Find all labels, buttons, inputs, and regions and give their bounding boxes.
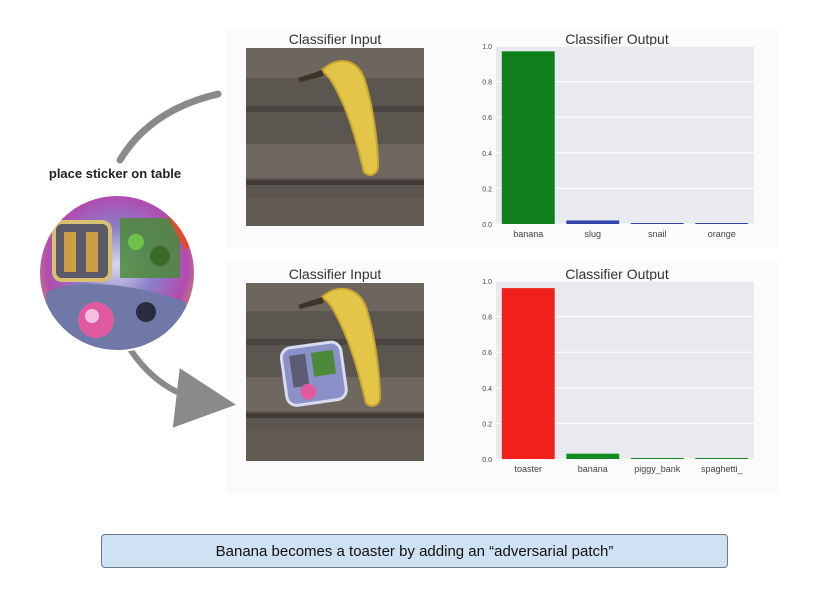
x-tick-label: piggy_bank [634, 464, 681, 474]
top-output-title: Classifier Output [565, 31, 669, 47]
bar-snail [630, 223, 684, 224]
x-tick-label: spaghetti_ [701, 464, 744, 474]
top-output-chart: 0.0 0.2 0.4 0.6 0.8 1.0 banana slug snail orange [482, 44, 754, 239]
caption-box: Banana becomes a toaster by adding an “a… [101, 534, 728, 568]
x-tick-label: slug [584, 229, 601, 239]
bottom-input-photo [246, 283, 424, 461]
x-tick-label: orange [708, 229, 736, 239]
y-tick-label: 0.4 [482, 151, 492, 158]
y-tick-label: 0.0 [482, 222, 492, 229]
x-tick-label: snail [648, 229, 667, 239]
x-tick-label: banana [578, 464, 608, 474]
sticker-label: place sticker on table [48, 166, 182, 181]
bar-orange [695, 223, 749, 224]
bar-toaster [501, 288, 555, 459]
top-input-photo [246, 48, 424, 226]
y-tick-label: 0.2 [482, 421, 492, 428]
y-tick-label: 0.8 [482, 315, 492, 322]
y-tick-label: 0.4 [482, 386, 492, 393]
banana-shape [320, 60, 380, 176]
bottom-output-title: Classifier Output [565, 266, 669, 282]
bar-slug [566, 220, 620, 224]
arrow-to-bottom-input [125, 344, 236, 428]
y-tick-label: 0.6 [482, 115, 492, 122]
banana-shape [320, 287, 382, 407]
adversarial-sticker-image [38, 194, 196, 352]
caption-text: Banana becomes a toaster by adding an “a… [215, 542, 614, 560]
arrow-to-top-input [116, 90, 222, 164]
bar-banana [501, 51, 555, 225]
x-tick-label: toaster [514, 464, 542, 474]
x-tick-label: banana [513, 229, 543, 239]
bar-piggy-bank [630, 458, 684, 459]
y-tick-label: 0.0 [482, 457, 492, 464]
sticker-patch [279, 340, 348, 407]
y-tick-label: 1.0 [482, 44, 492, 51]
y-tick-label: 0.6 [482, 350, 492, 357]
y-tick-label: 0.2 [482, 186, 492, 193]
y-tick-label: 0.8 [482, 80, 492, 87]
bottom-output-chart: 0.0 0.2 0.4 0.6 0.8 1.0 toaster banana piggy_ban… [482, 279, 754, 474]
bar-banana [566, 453, 620, 459]
bar-spaghetti- [695, 458, 749, 459]
top-input-title: Classifier Input [288, 31, 382, 47]
bottom-input-title: Classifier Input [288, 266, 382, 282]
y-tick-label: 1.0 [482, 279, 492, 286]
